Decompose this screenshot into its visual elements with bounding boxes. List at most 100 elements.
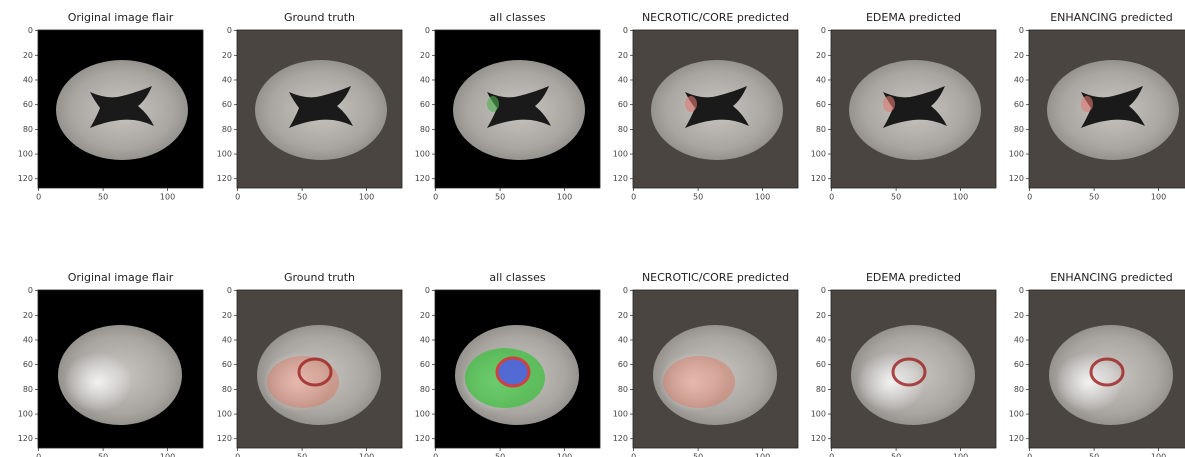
y-tick-label: 40 xyxy=(23,75,33,84)
x-tick-label: 50 xyxy=(1089,453,1099,457)
x-tick-label: 50 xyxy=(297,453,307,457)
x-tick-label: 100 xyxy=(755,193,770,202)
y-tick-label: 20 xyxy=(618,311,628,320)
y-tick-label: 60 xyxy=(23,100,33,109)
x-tick-label: 0 xyxy=(1027,193,1032,202)
x-tick-label: 0 xyxy=(1027,453,1032,457)
y-tick-label: 100 xyxy=(613,410,628,419)
y-tick-label: 40 xyxy=(816,335,826,344)
y-tick-label: 100 xyxy=(613,150,628,159)
panel-title: EDEMA predicted xyxy=(866,11,961,24)
y-tick-label: 0 xyxy=(227,286,232,295)
x-tick-label: 0 xyxy=(433,453,438,457)
y-tick-label: 0 xyxy=(821,286,826,295)
y-tick-label: 80 xyxy=(618,385,628,394)
x-tick-label: 0 xyxy=(235,453,240,457)
y-tick-label: 60 xyxy=(618,100,628,109)
y-tick-label: 80 xyxy=(1014,385,1024,394)
figure: Original image flair 0 20 40 60 80 100 120 0 50 10… xyxy=(0,0,1185,457)
y-tick-label: 40 xyxy=(618,75,628,84)
y-tick-label: 60 xyxy=(1014,100,1024,109)
y-tick-label: 40 xyxy=(222,75,232,84)
y-tick-label: 80 xyxy=(1014,125,1024,134)
y-tick-label: 120 xyxy=(613,434,628,443)
y-tick-label: 120 xyxy=(217,174,232,183)
panel-title: Ground truth xyxy=(284,11,355,24)
y-tick-label: 100 xyxy=(18,410,33,419)
x-tick-label: 0 xyxy=(829,193,834,202)
y-tick-label: 120 xyxy=(811,434,826,443)
y-tick-label: 20 xyxy=(420,311,430,320)
y-tick-label: 100 xyxy=(217,150,232,159)
y-tick-label: 20 xyxy=(23,51,33,60)
panel: all classes020406080100120050100 xyxy=(415,11,600,202)
lesion xyxy=(1081,96,1093,112)
y-tick-label: 100 xyxy=(415,150,430,159)
x-tick-label: 100 xyxy=(359,193,374,202)
panel: Original image flair02040608010012005010… xyxy=(18,271,203,457)
y-tick-label: 40 xyxy=(420,335,430,344)
y-tick-label: 100 xyxy=(811,410,826,419)
y-tick-label: 0 xyxy=(425,26,430,35)
x-tick-label: 50 xyxy=(495,453,505,457)
x-tick-label: 50 xyxy=(891,193,901,202)
y-tick-label: 40 xyxy=(1014,335,1024,344)
y-tick-label: 0 xyxy=(425,286,430,295)
panel-title: all classes xyxy=(489,11,545,24)
x-tick-label: 100 xyxy=(1151,193,1166,202)
y-tick-label: 0 xyxy=(28,286,33,295)
y-tick-label: 40 xyxy=(222,335,232,344)
y-tick-label: 120 xyxy=(415,434,430,443)
y-tick-label: 60 xyxy=(420,100,430,109)
y-tick-label: 60 xyxy=(1014,360,1024,369)
panel: EDEMA predicted020406080100120050100 xyxy=(811,11,996,202)
panel-title: all classes xyxy=(489,271,545,284)
y-tick-label: 40 xyxy=(420,75,430,84)
y-tick-label: 20 xyxy=(222,311,232,320)
y-tick-label: 80 xyxy=(23,385,33,394)
x-tick-label: 50 xyxy=(1089,193,1099,202)
y-tick-label: 60 xyxy=(618,360,628,369)
y-tick-label: 40 xyxy=(1014,75,1024,84)
x-tick-label: 0 xyxy=(829,453,834,457)
y-tick-label: 40 xyxy=(816,75,826,84)
x-tick-label: 0 xyxy=(631,193,636,202)
x-tick-label: 0 xyxy=(631,453,636,457)
x-tick-label: 0 xyxy=(36,193,41,202)
y-tick-label: 100 xyxy=(217,410,232,419)
y-tick-label: 20 xyxy=(23,311,33,320)
y-tick-label: 100 xyxy=(1009,410,1024,419)
y-tick-label: 80 xyxy=(816,385,826,394)
y-tick-label: 100 xyxy=(811,150,826,159)
y-tick-label: 60 xyxy=(816,100,826,109)
panel: Ground truth020406080100120050100 xyxy=(217,11,402,202)
y-tick-label: 40 xyxy=(618,335,628,344)
x-tick-label: 100 xyxy=(557,193,572,202)
y-tick-label: 80 xyxy=(222,125,232,134)
x-tick-label: 50 xyxy=(693,193,703,202)
y-tick-label: 0 xyxy=(623,286,628,295)
x-tick-label: 100 xyxy=(953,453,968,457)
lesion xyxy=(685,96,697,112)
panel-title: Original image flair xyxy=(68,271,174,284)
y-tick-label: 60 xyxy=(23,360,33,369)
y-tick-label: 120 xyxy=(613,174,628,183)
panel-title: NECROTIC/CORE predicted xyxy=(642,11,789,24)
y-tick-label: 20 xyxy=(618,51,628,60)
y-tick-label: 20 xyxy=(1014,311,1024,320)
x-tick-label: 100 xyxy=(755,453,770,457)
y-tick-label: 80 xyxy=(23,125,33,134)
y-tick-label: 20 xyxy=(816,51,826,60)
lesion xyxy=(487,96,499,112)
overlay xyxy=(663,356,735,408)
panel: EDEMA predicted020406080100120050100 xyxy=(811,271,996,457)
y-tick-label: 120 xyxy=(811,174,826,183)
x-tick-label: 100 xyxy=(160,193,175,202)
x-tick-label: 50 xyxy=(98,193,108,202)
y-tick-label: 0 xyxy=(623,26,628,35)
